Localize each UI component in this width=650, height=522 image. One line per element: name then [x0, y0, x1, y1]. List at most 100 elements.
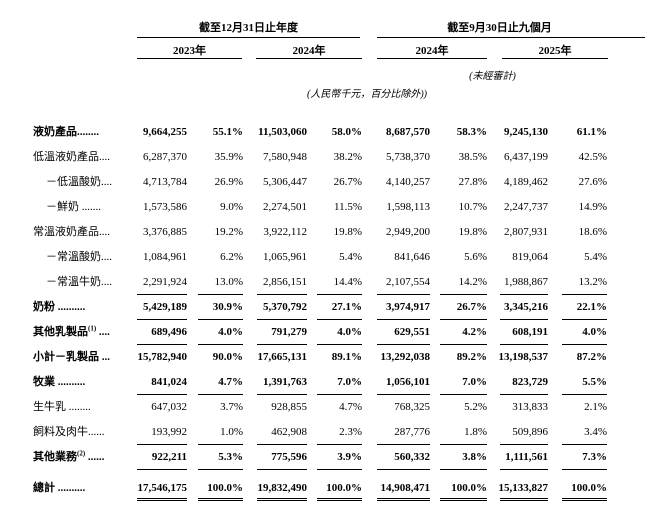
cell-percent: 6.2% — [220, 251, 243, 263]
cell-percent: 5.5% — [562, 370, 607, 395]
cell-value: 560,332 — [377, 445, 430, 470]
table-row: －鮮奶 ....... 1,573,586 9.0% 2,274,501 11.5% 1,… — [0, 195, 650, 220]
year-header-2025: 2025年 — [538, 45, 572, 57]
cell-percent: 7.3% — [562, 445, 607, 470]
cell-value: 2,949,200 — [386, 226, 430, 238]
cell-percent: 1.8% — [440, 420, 487, 445]
cell-value: 9,664,255 — [143, 126, 187, 138]
footnote-ref: (2) — [77, 449, 86, 458]
cell-percent: 5.6% — [464, 251, 487, 263]
cell-percent: 5.4% — [584, 251, 607, 263]
cell-value: 768,325 — [394, 401, 430, 413]
table-row: 總計 .......... 17,546,175 100.0% 19,832,490 1… — [0, 476, 650, 501]
table-row: 小計－乳製品 ... 15,782,940 90.0% 17,665,131 89.1%… — [0, 345, 650, 370]
cell-value: 1,598,113 — [386, 201, 430, 213]
table-row: 奶粉 .......... 5,429,189 30.9% 5,370,792 27.1… — [0, 295, 650, 320]
year-header-2023: 2023年 — [173, 45, 206, 57]
cell-percent: 4.0% — [562, 320, 607, 345]
cell-percent: 13.0% — [198, 270, 243, 295]
cell-percent: 5.3% — [198, 445, 243, 470]
cell-value: 2,291,924 — [137, 270, 187, 295]
year-header-2024-ninemonth: 2024年 — [415, 45, 449, 57]
cell-value: 13,292,038 — [380, 351, 431, 363]
cell-percent: 26.7% — [440, 295, 487, 320]
row-label: －低溫酸奶.... — [46, 176, 112, 188]
cell-percent: 18.6% — [578, 226, 607, 238]
cell-value: 1,988,867 — [500, 270, 548, 295]
year-rule — [377, 58, 487, 59]
cell-value: 193,992 — [137, 420, 187, 445]
cell-percent: 10.7% — [458, 201, 487, 213]
cell-percent: 5.2% — [464, 401, 487, 413]
cell-value: 2,807,931 — [504, 226, 548, 238]
cell-percent: 26.7% — [333, 176, 362, 188]
cell-value: 629,551 — [377, 320, 430, 345]
cell-percent: 89.1% — [331, 351, 362, 363]
cell-value: 5,738,370 — [386, 151, 430, 163]
cell-value: 4,189,462 — [504, 176, 548, 188]
cell-percent: 13.2% — [562, 270, 607, 295]
cell-percent: 19.8% — [333, 226, 362, 238]
cell-percent: 27.6% — [578, 176, 607, 188]
table-row: 飼料及肉牛...... 193,992 1.0% 462,908 2.3% 287,776… — [0, 420, 650, 445]
cell-percent: 9.0% — [220, 201, 243, 213]
cell-value: 819,064 — [512, 251, 548, 263]
cell-value: 791,279 — [257, 320, 307, 345]
table-body: 液奶產品........ 9,664,255 55.1% 11,503,060 58.0… — [0, 120, 650, 501]
cell-percent: 2.1% — [584, 401, 607, 413]
cell-percent: 27.1% — [317, 295, 362, 320]
table-row: －常溫牛奶.... 2,291,924 13.0% 2,856,151 14.4% 2,1… — [0, 270, 650, 295]
row-label: 液奶產品........ — [33, 126, 99, 138]
cell-value: 14,908,471 — [377, 476, 430, 501]
cell-percent: 7.0% — [317, 370, 362, 395]
cell-value: 15,133,827 — [499, 476, 548, 501]
period-header-annual: 截至12月31日止年度 — [199, 22, 298, 34]
cell-percent: 19.8% — [458, 226, 487, 238]
table-row: －常溫酸奶.... 1,084,961 6.2% 1,065,961 5.4% 841,6… — [0, 245, 650, 270]
cell-percent: 38.2% — [333, 151, 362, 163]
cell-value: 5,429,189 — [137, 295, 187, 320]
cell-percent: 4.2% — [440, 320, 487, 345]
cell-value: 4,713,784 — [143, 176, 187, 188]
cell-percent: 100.0% — [440, 476, 487, 501]
cell-percent: 3.9% — [317, 445, 362, 470]
cell-percent: 2.3% — [317, 420, 362, 445]
cell-percent: 90.0% — [212, 351, 243, 363]
cell-value: 689,496 — [137, 320, 187, 345]
cell-percent: 61.1% — [576, 126, 607, 138]
cell-value: 2,107,554 — [377, 270, 430, 295]
row-label: 奶粉 .......... — [33, 301, 86, 313]
cell-percent: 38.5% — [458, 151, 487, 163]
cell-percent: 100.0% — [317, 476, 362, 501]
table-row: 常溫液奶產品.... 3,376,885 19.2% 3,922,112 19.8% 2,… — [0, 220, 650, 245]
cell-percent: 89.2% — [456, 351, 487, 363]
cell-percent: 5.4% — [339, 251, 362, 263]
cell-percent: 100.0% — [562, 476, 607, 501]
cell-value: 15,782,940 — [137, 351, 188, 363]
year-rule — [137, 58, 242, 59]
cell-value: 19,832,490 — [257, 476, 307, 501]
row-label: 飼料及肉牛...... — [33, 426, 105, 438]
cell-value: 462,908 — [257, 420, 307, 445]
cell-value: 1,065,961 — [263, 251, 307, 263]
cell-value: 4,140,257 — [386, 176, 430, 188]
cell-value: 13,198,537 — [498, 351, 549, 363]
year-rule — [502, 58, 608, 59]
cell-value: 6,437,199 — [504, 151, 548, 163]
cell-value: 841,646 — [394, 251, 430, 263]
cell-value: 2,274,501 — [263, 201, 307, 213]
year-header-2024: 2024年 — [292, 45, 326, 57]
cell-value: 9,245,130 — [504, 126, 548, 138]
cell-percent: 42.5% — [578, 151, 607, 163]
cell-value: 2,247,737 — [504, 201, 548, 213]
cell-percent: 4.0% — [198, 320, 243, 345]
cell-percent: 14.4% — [317, 270, 362, 295]
cell-percent: 27.8% — [458, 176, 487, 188]
cell-percent: 22.1% — [562, 295, 607, 320]
cell-value: 313,833 — [512, 401, 548, 413]
cell-value: 8,687,570 — [386, 126, 430, 138]
footnote-ref: (1) — [88, 324, 97, 333]
cell-percent: 14.9% — [578, 201, 607, 213]
cell-value: 1,573,586 — [143, 201, 187, 213]
cell-percent: 3.7% — [220, 401, 243, 413]
